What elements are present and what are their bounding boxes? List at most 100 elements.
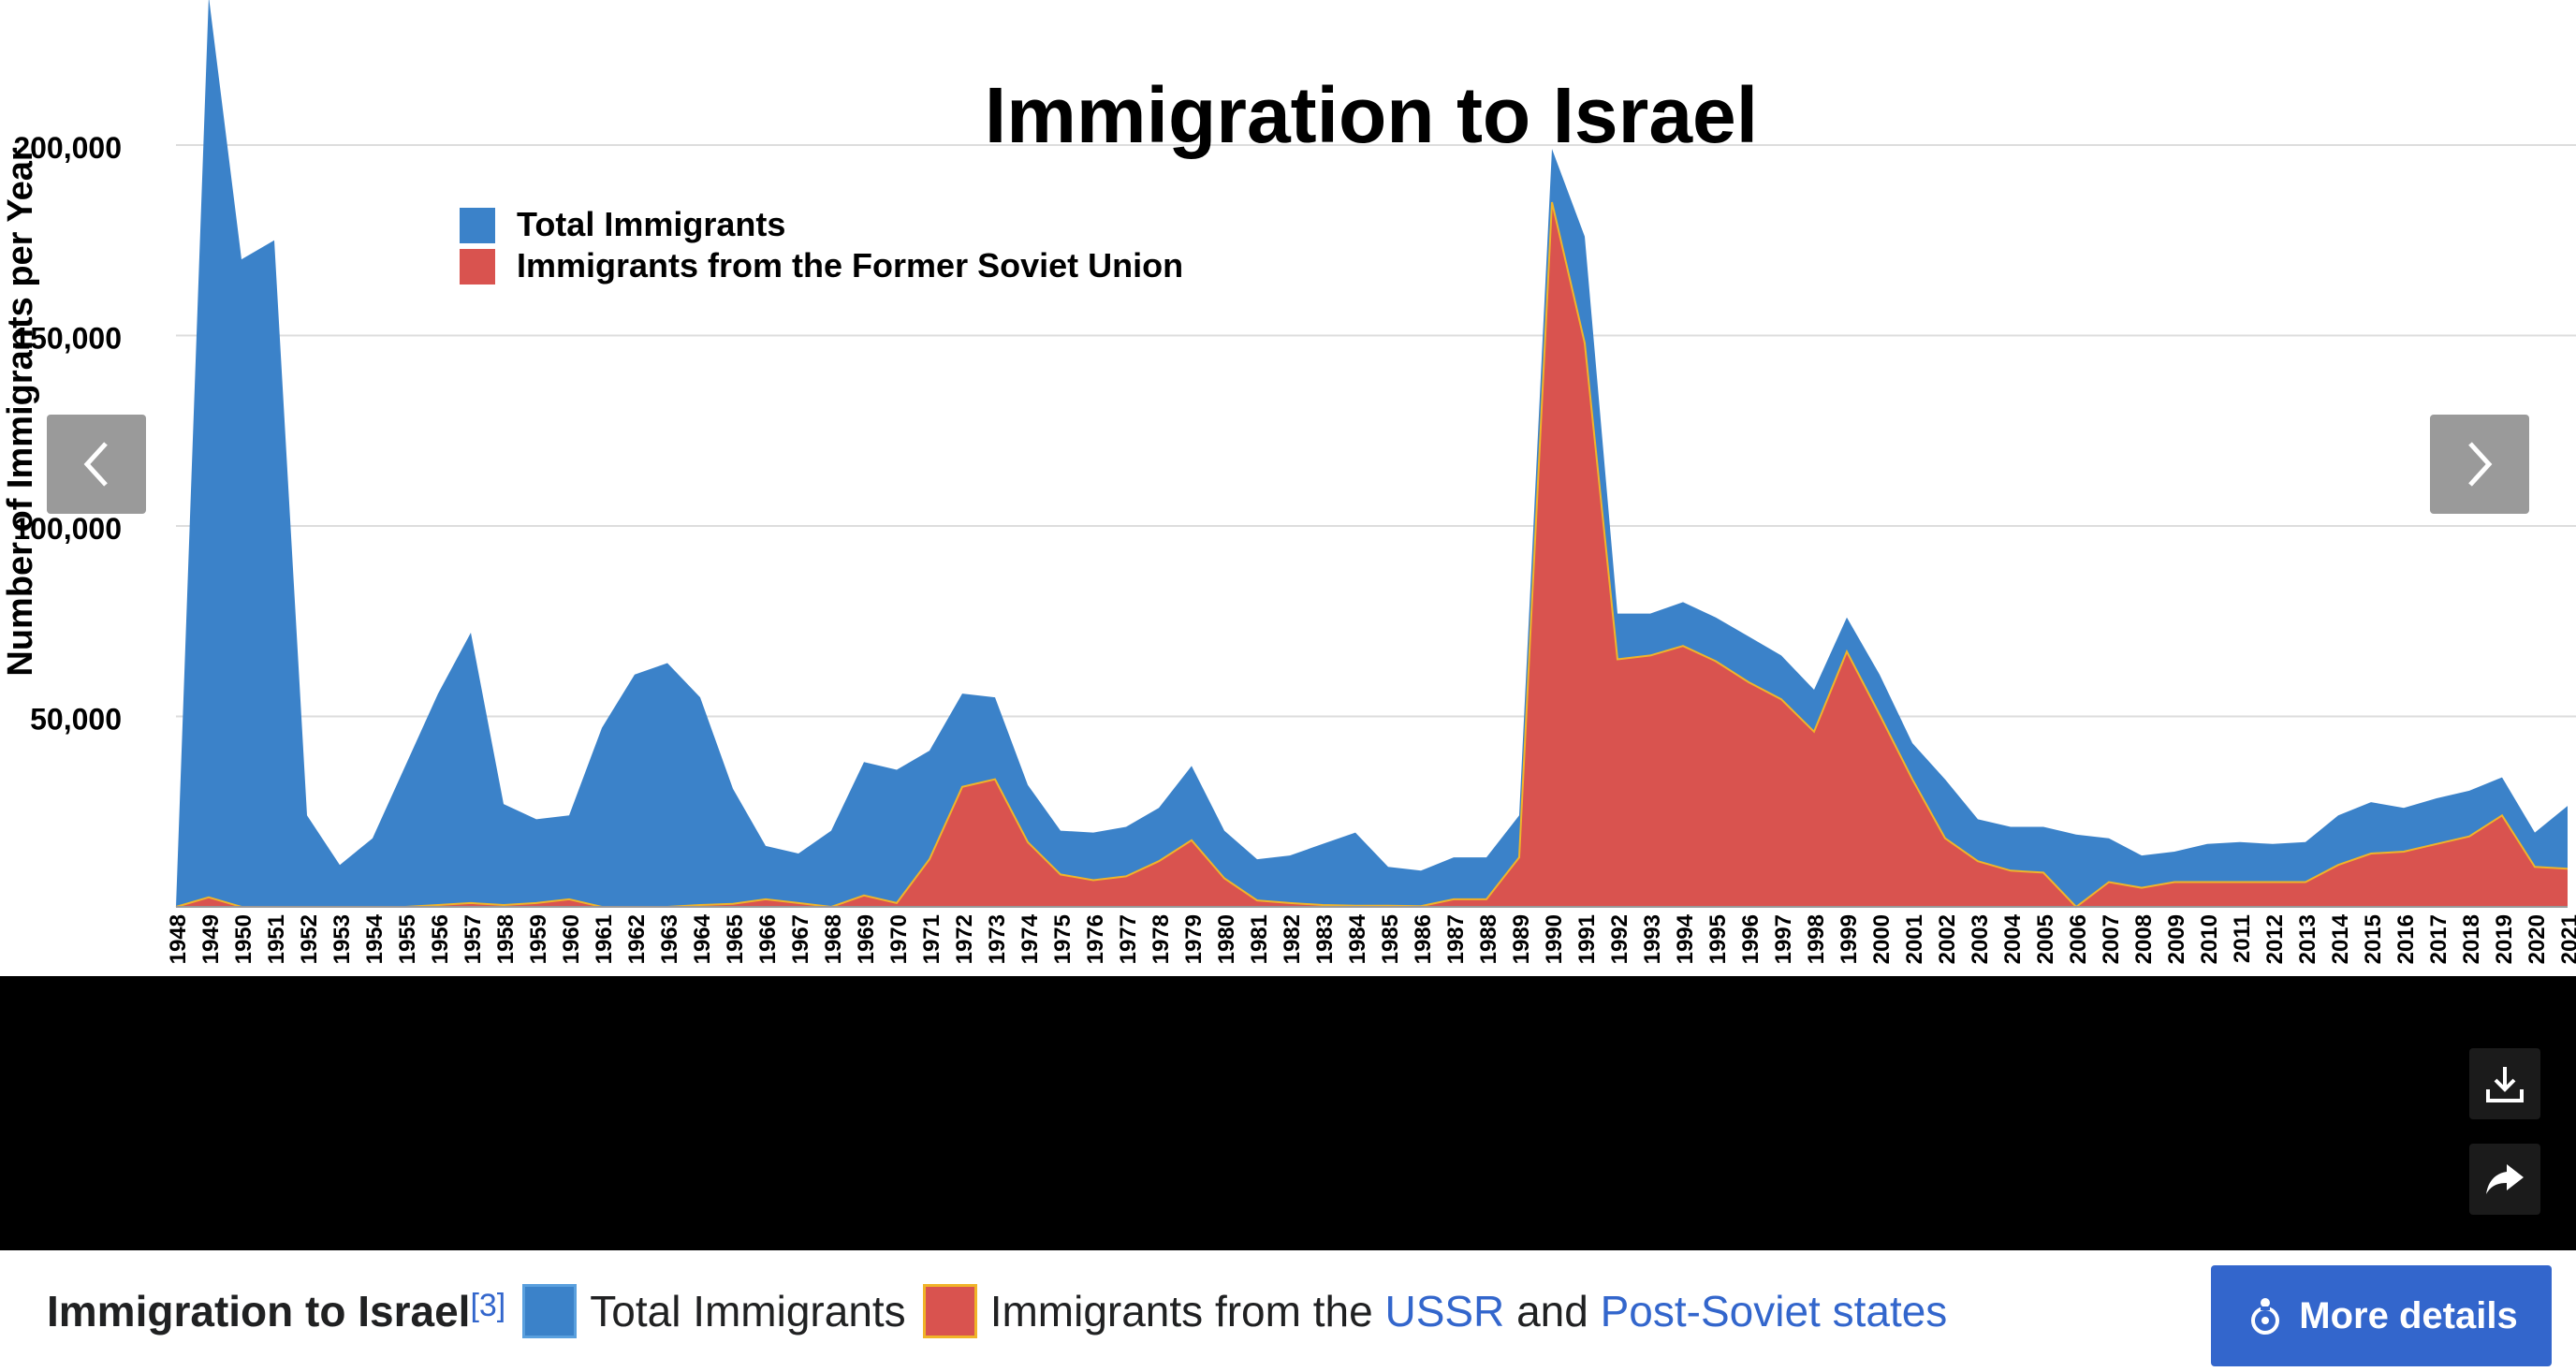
more-details-button[interactable]: More details <box>2211 1265 2552 1366</box>
previous-image-button[interactable] <box>47 415 146 514</box>
x-tick-label: 2014 <box>2328 913 2353 964</box>
legend-swatch-fsu <box>922 1284 977 1338</box>
x-tick-label: 2000 <box>1869 914 1895 964</box>
y-tick-label: 50,000 <box>30 703 122 737</box>
x-tick-label: 2012 <box>2262 914 2288 964</box>
x-tick-label: 1971 <box>919 914 944 964</box>
caption-legend-fsu: Immigrants from the <box>989 1287 1373 1336</box>
immigration-chart: 50,000 100,000 150,000 200,000 1948 1949 1950 1… <box>1 0 2576 964</box>
x-tick-label: 2006 <box>2066 914 2091 964</box>
x-tick-label: 2021 <box>2557 914 2576 964</box>
x-tick-label: 1975 <box>1050 914 1076 964</box>
x-tick-label: 2017 <box>2426 914 2452 964</box>
x-tick-label: 1955 <box>395 914 420 964</box>
legend-swatch-total <box>522 1284 578 1338</box>
y-axis-label: Number of Immigrants per Year <box>1 147 40 676</box>
x-tick-label: 1978 <box>1149 914 1174 964</box>
x-tick-label: 1957 <box>461 914 486 964</box>
x-tick-label: 1966 <box>755 914 781 964</box>
x-tick-label: 1991 <box>1574 914 1600 964</box>
x-tick-label: 1968 <box>821 914 846 964</box>
x-tick-label: 1950 <box>231 914 256 964</box>
viewer-toolbar <box>0 976 2576 1250</box>
x-tick-label: 1981 <box>1247 914 1272 964</box>
x-tick-label: 1969 <box>854 914 879 964</box>
x-tick-label: 2008 <box>2131 914 2157 964</box>
x-tick-label: 2005 <box>2033 914 2058 964</box>
x-tick-label: 2001 <box>1902 914 1927 964</box>
x-tick-label: 1997 <box>1771 914 1796 964</box>
post-soviet-link[interactable]: Post-Soviet states <box>1600 1287 1948 1336</box>
chart-title: Immigration to Israel <box>985 71 1758 159</box>
x-tick-label: 1993 <box>1640 914 1665 964</box>
x-tick-label: 2013 <box>2295 914 2320 964</box>
x-tick-label: 1972 <box>952 914 977 964</box>
x-tick-label: 1963 <box>657 914 682 964</box>
x-tick-label: 1987 <box>1443 914 1469 964</box>
series-area-total <box>176 0 2568 907</box>
x-tick-label: 2015 <box>2361 914 2386 964</box>
x-tick-label: 2002 <box>1935 914 1960 964</box>
x-tick-label: 1992 <box>1607 914 1632 964</box>
ussr-link[interactable]: USSR <box>1384 1287 1505 1336</box>
x-tick-label: 1964 <box>690 913 715 964</box>
x-tick-label: 1998 <box>1804 914 1829 964</box>
image-caption: Immigration to Israel [3] Total Immigrant… <box>47 1250 1947 1372</box>
x-tick-label: 1974 <box>1017 913 1043 964</box>
x-tick-label: 1976 <box>1083 914 1108 964</box>
series-area-fsu <box>176 202 2568 907</box>
x-tick-label: 1994 <box>1673 913 1698 964</box>
x-tick-label: 1970 <box>886 914 912 964</box>
x-tick-label: 2019 <box>2492 914 2517 964</box>
x-tick-label: 1952 <box>297 914 322 964</box>
share-button[interactable] <box>2469 1144 2540 1215</box>
x-tick-label: 2018 <box>2459 914 2484 964</box>
x-tick-label: 2003 <box>1968 914 1993 964</box>
x-tick-label: 2004 <box>2000 913 2026 964</box>
x-tick-label: 1984 <box>1345 913 1370 964</box>
x-tick-label: 2007 <box>2099 914 2124 964</box>
x-tick-label: 1948 <box>166 914 191 964</box>
x-tick-label: 1986 <box>1411 914 1436 964</box>
wikimedia-icon <box>2251 1298 2280 1335</box>
next-image-button[interactable] <box>2430 415 2529 514</box>
caption-and: and <box>1516 1287 1588 1336</box>
x-tick-label: 2020 <box>2525 914 2550 964</box>
x-tick-label: 1988 <box>1476 914 1501 964</box>
x-tick-label: 2016 <box>2393 914 2419 964</box>
x-tick-label: 1959 <box>526 914 551 964</box>
chevron-right-icon <box>2468 442 2493 487</box>
chart-area: 50,000 100,000 150,000 200,000 1948 1949 1950 1… <box>1 0 2576 965</box>
x-tick-label: 1956 <box>428 914 453 964</box>
caption-bar: Immigration to Israel [3] Total Immigrant… <box>0 1250 2576 1372</box>
x-tick-label: 1961 <box>592 914 617 964</box>
x-tick-label: 1954 <box>362 913 388 964</box>
x-tick-label: 1973 <box>985 914 1010 964</box>
reference-link[interactable]: [3] <box>470 1288 506 1323</box>
x-tick-label: 1949 <box>198 914 224 964</box>
x-tick-label: 1983 <box>1312 914 1338 964</box>
x-tick-label: 1989 <box>1509 914 1534 964</box>
x-tick-label: 1951 <box>264 914 289 964</box>
chevron-left-icon <box>83 442 108 487</box>
x-tick-label: 1999 <box>1837 914 1862 964</box>
x-tick-label: 2010 <box>2197 914 2222 964</box>
download-button[interactable] <box>2469 1048 2540 1119</box>
y-tick-label: 100,000 <box>13 512 122 546</box>
x-tick-label: 1965 <box>723 914 748 964</box>
legend-swatch-total <box>460 208 495 243</box>
x-tick-label: 1962 <box>624 914 650 964</box>
x-tick-label: 1985 <box>1378 914 1403 964</box>
y-tick-label: 150,000 <box>13 322 122 356</box>
x-tick-label: 1990 <box>1542 914 1567 964</box>
legend-label-total: Total Immigrants <box>517 205 785 243</box>
x-tick-label: 1995 <box>1705 914 1731 964</box>
x-tick-label: 1977 <box>1116 914 1141 964</box>
x-tick-label: 1979 <box>1181 914 1207 964</box>
x-tick-label: 2011 <box>2230 914 2255 963</box>
caption-title: Immigration to Israel <box>47 1287 471 1336</box>
caption-legend-total: Total Immigrants <box>590 1287 906 1336</box>
series-line-fsu <box>175 201 2569 909</box>
x-tick-label: 1980 <box>1214 914 1239 964</box>
x-tick-label: 1953 <box>329 914 355 964</box>
